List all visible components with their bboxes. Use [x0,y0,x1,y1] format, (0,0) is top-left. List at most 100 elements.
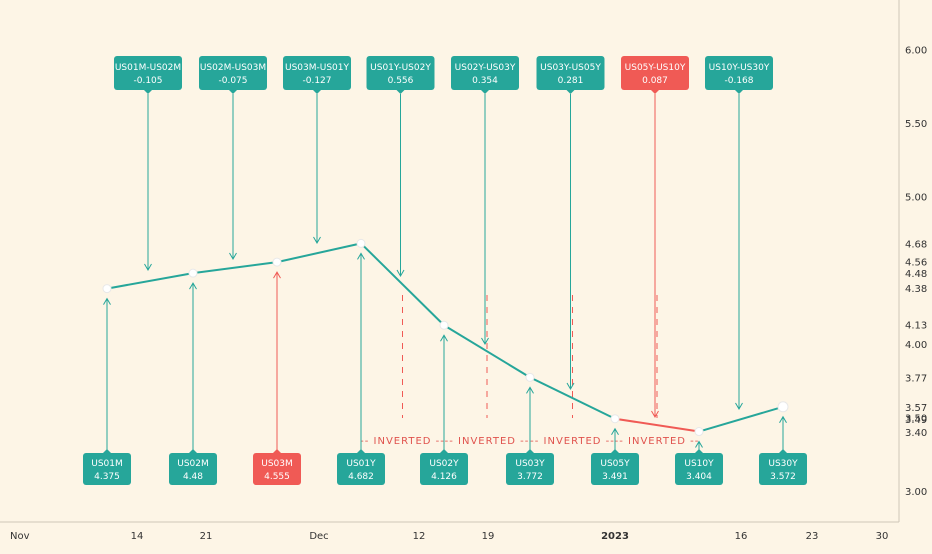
curve-point [610,414,620,424]
curve-segment [443,324,531,379]
spread-arrow-head [735,402,743,410]
spread-label-box [451,56,519,90]
yield-label-name: US02M [177,459,209,469]
yield-label-value: 4.682 [348,472,374,482]
x-tick-label: 19 [482,531,495,542]
yield-label-pointer [526,449,534,453]
yield-label-box [759,453,807,485]
inverted-label: -- INVERTED -- [360,436,445,447]
yield-arrow-head [103,297,111,305]
yield-label-pointer [440,449,448,453]
price-label: 4.56 [905,257,927,268]
inverted-label: -- INVERTED -- [445,436,530,447]
spread-arrow-head [229,252,237,260]
spread-label-value: 0.354 [472,76,498,86]
yield-arrow-head [357,252,365,260]
spread-arrow-head [566,382,575,390]
price-label: 3.77 [905,374,927,385]
spread-label-box [536,56,605,90]
yield-arrow-head [695,440,703,448]
spread-label-pointer [651,90,659,94]
yield-label-pointer [695,449,703,453]
spread-label-box [621,56,689,90]
spread-label-value: 0.087 [642,76,668,86]
yield-label-value: 3.772 [517,472,543,482]
spread-label-box [283,56,351,90]
spread-label-value: -0.127 [302,76,331,86]
spread-label-value: 0.281 [558,76,584,86]
y-tick-label: 3.00 [905,487,927,498]
yield-label-box [83,453,131,485]
yield-label-value: 3.491 [602,472,628,482]
yield-label-name: US01Y [346,459,376,469]
curve-segment [529,376,616,420]
spread-label-name: US03Y-US05Y [540,63,601,73]
yield-label-value: 4.126 [431,472,457,482]
curve-segment [360,242,445,326]
yield-label-name: US02Y [429,459,459,469]
yield-label-name: US03Y [515,459,545,469]
curve-point [525,372,535,382]
spread-label-box [114,56,182,90]
yield-label-name: US30Y [768,459,798,469]
yield-arrow-head [189,282,197,290]
spread-label-pointer [566,90,575,94]
spread-label-box [199,56,267,90]
curve-point [439,320,449,330]
y-tick-label: 4.00 [905,340,927,351]
yield-label-pointer [611,449,619,453]
yield-label-value: 4.48 [183,472,203,482]
x-tick-label: 2023 [601,531,629,542]
x-tick-label: Dec [309,531,328,542]
y-tick-label: 5.00 [905,193,927,204]
yield-label-value: 3.572 [770,472,796,482]
yield-label-box [420,453,468,485]
price-label: 3.40 [905,428,927,439]
y-tick-label: 3.50 [905,413,927,424]
yield-label-name: US01M [91,459,123,469]
yield-arrow-head [779,415,787,424]
curve-segment [276,242,362,264]
spread-label-pointer [481,90,489,94]
spread-label-name: US02M-US03M [200,63,266,73]
yield-arrow-head [273,271,281,279]
curve-point [102,284,112,294]
spread-label-pointer [229,90,237,94]
curve-point [356,238,366,248]
spread-label-name: US03M-US01Y [285,63,350,73]
x-tick-label: 12 [413,531,426,542]
yield-label-box [591,453,639,485]
spread-label-pointer [313,90,321,94]
yield-label-pointer [189,449,197,453]
spread-label-name: US01M-US02M [115,63,181,73]
price-label: 3.49 [905,415,927,426]
spread-label-value: -0.105 [133,76,162,86]
x-tick-label: 21 [200,531,213,542]
yield-label-box [337,453,385,485]
curve-segment [192,261,278,275]
curve-segment [106,272,194,290]
spread-arrow-head [481,337,489,345]
inverted-label: -- INVERTED -- [530,436,615,447]
price-label: 4.13 [905,321,927,332]
yield-label-box [169,453,217,485]
curve-point [777,401,789,413]
spread-label-name: US01Y-US02Y [370,63,431,73]
yield-label-value: 3.404 [686,472,712,482]
spread-arrow-head [396,269,405,277]
yield-label-value: 4.555 [264,472,290,482]
price-label: 4.38 [905,284,927,295]
yield-label-box [253,453,301,485]
spread-label-name: US10Y-US30Y [709,63,770,73]
yield-label-pointer [779,449,787,453]
x-tick-label: 14 [131,531,144,542]
spread-arrow-head [313,236,321,244]
yield-label-pointer [357,449,365,453]
yield-label-value: 4.375 [94,472,120,482]
curve-point [188,268,198,278]
spread-label-pointer [144,90,152,94]
inverted-label: -- INVERTED -- [615,436,700,447]
spread-label-pointer [396,90,405,94]
